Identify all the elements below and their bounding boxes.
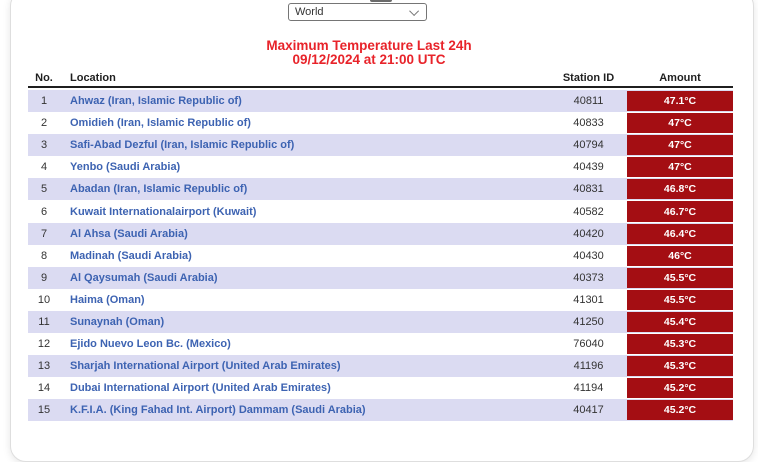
location-link[interactable]: Sunaynah (Oman) (70, 315, 165, 328)
header-no: No. (35, 71, 53, 84)
table-row: 15 K.F.I.A. (King Fahad Int. Airport) Da… (28, 399, 733, 422)
amount-badge: 46.4°C (627, 223, 733, 244)
location-link[interactable]: Ejido Nuevo Leon Bc. (Mexico) (70, 338, 231, 351)
row-number: 4 (40, 161, 48, 174)
station-id: 40439 (573, 161, 604, 174)
location-link[interactable]: Madinah (Saudi Arabia) (70, 249, 192, 262)
location-link[interactable]: K.F.I.A. (King Fahad Int. Airport) Damma… (70, 404, 366, 417)
table-row: 4 Yenbo (Saudi Arabia) 40439 47°C (28, 156, 733, 179)
row-number: 1 (40, 95, 48, 108)
table-row: 14 Dubai International Airport (United A… (28, 377, 733, 400)
row-number: 10 (37, 293, 51, 306)
amount-badge: 45.3°C (627, 356, 733, 377)
location-link[interactable]: Abadan (Iran, Islamic Republic of) (70, 183, 248, 196)
row-number: 8 (40, 249, 48, 262)
region-select-value: World (295, 6, 324, 18)
row-number: 13 (37, 360, 51, 373)
table-row: 7 Al Ahsa (Saudi Arabia) 40420 46.4°C (28, 222, 733, 245)
station-id: 40831 (573, 183, 604, 196)
table-row: 1 Ahwaz (Iran, Islamic Republic of) 4081… (28, 90, 733, 113)
station-id: 40430 (573, 249, 604, 262)
row-number: 11 (38, 315, 50, 328)
row-number: 12 (37, 338, 51, 351)
amount-badge: 47°C (627, 113, 733, 134)
amount-badge: 45.3°C (627, 334, 733, 355)
row-number: 2 (40, 117, 48, 130)
station-id: 76040 (573, 338, 604, 351)
station-id: 41301 (573, 293, 604, 306)
location-link[interactable]: Kuwait Internationalairport (Kuwait) (70, 205, 257, 218)
page: World Maximum Temperature Last 24h 09/12… (10, 0, 754, 462)
amount-badge: 45.5°C (627, 267, 733, 288)
station-id: 40811 (573, 95, 604, 108)
table-row: 5 Abadan (Iran, Islamic Republic of) 408… (28, 178, 733, 201)
table-row: 12 Ejido Nuevo Leon Bc. (Mexico) 76040 4… (28, 333, 733, 356)
table-row: 9 Al Qaysumah (Saudi Arabia) 40373 45.5°… (28, 266, 733, 289)
location-link[interactable]: Safi-Abad Dezful (Iran, Islamic Republic… (70, 139, 295, 152)
header-location: Location (70, 71, 116, 84)
header-amount: Amount (659, 71, 701, 84)
station-id: 40417 (573, 404, 604, 417)
row-number: 14 (37, 382, 51, 395)
amount-badge: 46°C (627, 245, 733, 266)
location-link[interactable]: Omidieh (Iran, Islamic Republic of) (70, 117, 251, 130)
header-station: Station ID (562, 71, 615, 84)
station-id: 40833 (573, 117, 604, 130)
station-id: 41194 (573, 382, 604, 395)
location-link[interactable]: Haima (Oman) (70, 293, 145, 306)
amount-badge: 45.2°C (627, 400, 733, 421)
table-body: 1 Ahwaz (Iran, Islamic Republic of) 4081… (28, 90, 733, 424)
location-link[interactable]: Ahwaz (Iran, Islamic Republic of) (70, 95, 242, 108)
table-row: 10 Haima (Oman) 41301 45.5°C (28, 288, 733, 311)
title-line1: Maximum Temperature Last 24h (266, 38, 472, 53)
station-id: 40794 (573, 139, 604, 152)
amount-badge: 45.2°C (627, 378, 733, 399)
table-row: 13 Sharjah International Airport (United… (28, 355, 733, 378)
table-row: 6 Kuwait Internationalairport (Kuwait) 4… (28, 200, 733, 223)
location-link[interactable]: Al Ahsa (Saudi Arabia) (70, 227, 188, 240)
region-select[interactable]: World (288, 3, 427, 21)
title-line2: 09/12/2024 at 21:00 UTC (292, 51, 446, 67)
cropped-element-top (370, 0, 392, 2)
amount-badge: 47.1°C (627, 91, 733, 112)
row-number: 5 (40, 183, 48, 196)
location-link[interactable]: Al Qaysumah (Saudi Arabia) (70, 271, 218, 284)
amount-badge: 45.5°C (627, 289, 733, 310)
row-number: 3 (40, 139, 48, 152)
amount-badge: 45.4°C (627, 311, 733, 333)
amount-badge: 47°C (627, 157, 733, 178)
station-id: 40582 (573, 205, 604, 218)
table-row: 3 Safi-Abad Dezful (Iran, Islamic Republ… (28, 134, 733, 157)
table-row: 8 Madinah (Saudi Arabia) 40430 46°C (28, 244, 733, 267)
row-number: 6 (40, 205, 48, 218)
row-number: 15 (37, 404, 51, 417)
amount-badge: 46.7°C (627, 201, 733, 222)
table-header: No. Location Station ID Amount (28, 69, 733, 88)
location-link[interactable]: Yenbo (Saudi Arabia) (70, 161, 181, 174)
row-number: 9 (40, 271, 48, 284)
chevron-down-icon (409, 5, 420, 16)
location-link[interactable]: Sharjah International Airport (United Ar… (70, 360, 341, 373)
table-row: 11 Sunaynah (Oman) 41250 45.4°C (28, 310, 733, 334)
station-id: 40373 (573, 271, 604, 284)
station-id: 41196 (573, 360, 604, 373)
page-title: Maximum Temperature Last 24h 09/12/2024 … (14, 39, 724, 66)
table-row: 2 Omidieh (Iran, Islamic Republic of) 40… (28, 112, 733, 135)
amount-badge: 47°C (627, 135, 733, 156)
row-number: 7 (40, 227, 48, 240)
location-link[interactable]: Dubai International Airport (United Arab… (70, 382, 331, 395)
station-id: 41250 (573, 315, 604, 328)
station-id: 40420 (573, 227, 604, 240)
amount-badge: 46.8°C (627, 179, 733, 200)
